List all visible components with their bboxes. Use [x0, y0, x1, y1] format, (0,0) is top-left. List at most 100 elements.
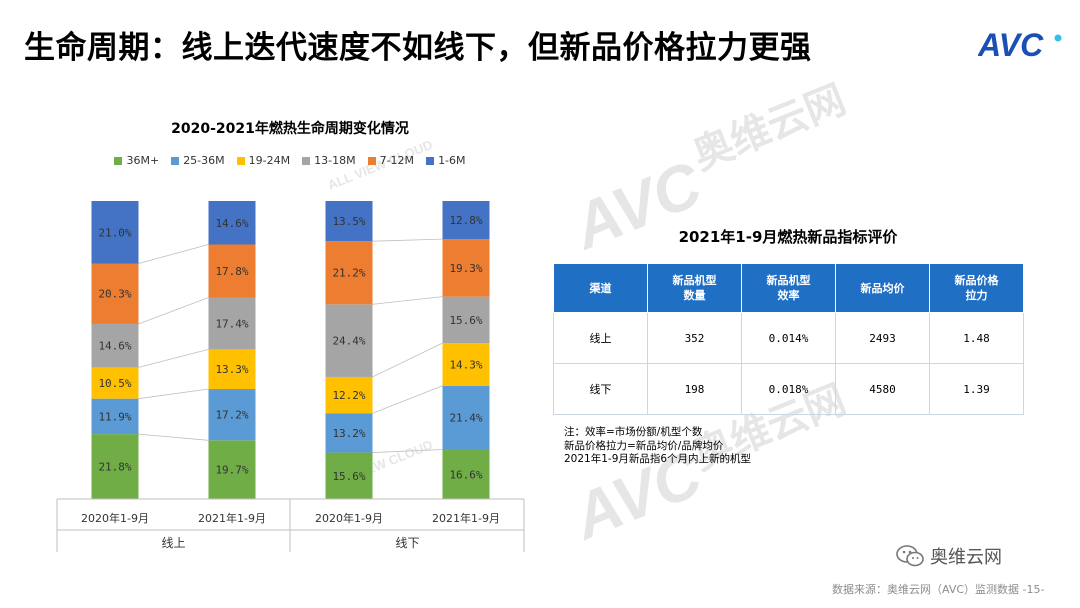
cell-avg-price: 4580	[835, 363, 930, 415]
legend-item: 25-36M	[171, 154, 225, 167]
connector-line	[138, 297, 209, 325]
cell-channel: 线下	[553, 363, 648, 415]
note-line: 注：效率=市场份额/机型个数	[564, 426, 703, 438]
data-label: 21.4%	[449, 412, 482, 425]
legend-label: 25-36M	[183, 154, 225, 167]
legend-item: 36M+	[114, 154, 159, 167]
cell-price-pull: 1.39	[929, 363, 1024, 415]
connector-line	[372, 296, 443, 305]
bar-segment	[208, 244, 256, 298]
header-model-efficiency: 新品机型 效率	[741, 263, 836, 313]
tick-label: 2020年1-9月	[81, 511, 149, 525]
bar-stack: 19.7% 17.2% 13.3% 17.4% 17.8% 14.6%	[208, 201, 256, 499]
connector-line	[138, 244, 209, 264]
bar-segment	[325, 452, 373, 499]
chart-legend: 36M+ 25-36M 19-24M 13-18M 7-12M 1-6M	[60, 154, 520, 167]
avc-logo: AVC	[978, 27, 1062, 62]
bar-segment	[208, 389, 256, 441]
bar-segment	[208, 201, 256, 245]
table-header-row: 渠道 新品机型 数量 新品机型 效率 新品均价 新品价格 拉力	[553, 263, 1024, 313]
bar-segment	[91, 398, 139, 435]
bar-segment	[442, 343, 490, 386]
legend-item: 13-18M	[302, 154, 356, 167]
data-label: 14.3%	[449, 358, 482, 371]
data-label: 12.8%	[449, 214, 482, 227]
legend-label: 13-18M	[314, 154, 356, 167]
connector-line	[372, 238, 443, 242]
tick-label: 2021年1-9月	[432, 511, 500, 525]
legend-item: 19-24M	[236, 154, 291, 167]
tick-label: 2021年1-9月	[198, 511, 266, 525]
data-label: 13.3%	[215, 363, 248, 376]
data-label: 21.0%	[98, 226, 131, 239]
connector-line	[372, 449, 443, 453]
logo-text: AVC	[978, 27, 1044, 62]
legend-swatch	[236, 156, 245, 165]
watermark-text-en-2: ALL VIEW CLOUD	[326, 437, 435, 493]
cell-model-efficiency: 0.014%	[741, 312, 836, 364]
header-model-count: 新品机型 数量	[647, 263, 742, 313]
tick-label: 2020年1-9月	[315, 511, 383, 525]
header-price-pull: 新品价格 拉力	[929, 263, 1024, 313]
bar-segment	[91, 367, 139, 399]
bar-segment	[325, 376, 373, 414]
table-notes: 注：效率=市场份额/机型个数 新品价格拉力=新品均价/品牌均价 2021年1-9…	[564, 426, 751, 467]
legend-label: 19-24M	[248, 154, 291, 167]
table-row: 线下 198 0.018% 4580 1.39	[553, 363, 1024, 415]
bar-segment	[91, 263, 139, 324]
header-avg-price: 新品均价	[835, 263, 930, 313]
table-title: 2021年1-9月燃热新品指标评价	[678, 228, 898, 246]
cell-price-pull: 1.48	[929, 312, 1024, 364]
chart-title: 2020-2021年燃热生命周期变化情况	[171, 121, 409, 137]
data-label: 14.6%	[215, 217, 248, 230]
legend-swatch	[114, 156, 123, 165]
data-label: 10.5%	[98, 377, 131, 390]
data-label: 17.2%	[215, 409, 248, 422]
data-label: 16.6%	[449, 468, 482, 481]
cell-model-efficiency: 0.018%	[741, 363, 836, 415]
data-label: 19.7%	[215, 464, 248, 477]
logo-dot	[1054, 34, 1062, 42]
cell-model-count: 352	[647, 312, 742, 364]
connector-line	[372, 385, 443, 414]
slide-title: 生命周期：线上迭代速度不如线下，但新品价格拉力更强	[24, 30, 812, 66]
connector-lines	[138, 238, 443, 453]
data-label: 12.2%	[332, 389, 365, 402]
data-label: 19.3%	[449, 262, 482, 275]
data-label: 14.6%	[98, 340, 131, 353]
bar-segment	[442, 449, 490, 499]
bar-segment	[91, 434, 139, 499]
footer-source: 数据来源：奥维云网（AVC）监测数据 -15-	[832, 583, 1045, 596]
bar-segment	[325, 201, 373, 242]
note-line: 新品价格拉力=新品均价/品牌均价	[564, 439, 724, 452]
data-label: 15.6%	[449, 314, 482, 327]
connector-line	[138, 433, 209, 441]
legend-label: 36M+	[126, 154, 160, 167]
bar-segment	[208, 297, 256, 350]
legend-item: 1-6M	[426, 154, 466, 167]
data-label: 15.6%	[332, 470, 365, 483]
wechat-label: 奥维云网	[930, 547, 1002, 568]
cell-channel: 线上	[553, 312, 648, 364]
wechat-icon	[896, 545, 924, 567]
bar-stack: 15.6% 13.2% 12.2% 24.4% 21.2% 13.5%	[325, 201, 373, 499]
data-label: 17.4%	[215, 317, 248, 330]
group-label: 线下	[395, 536, 419, 550]
bar-segment	[91, 201, 139, 264]
note-line: 2021年1-9月新品指6个月内上新的机型	[564, 453, 752, 465]
table-row: 线上 352 0.014% 2493 1.48	[553, 312, 1024, 364]
bar-segment	[91, 323, 139, 368]
bar-segment	[325, 304, 373, 377]
wechat-badge: 奥维云网	[896, 543, 1002, 569]
bar-segment	[442, 239, 490, 297]
watermark-text-cn: 奥维云网	[687, 78, 852, 179]
bar-stack: 21.8% 11.9% 10.5% 14.6% 20.3% 21.0%	[91, 201, 139, 499]
bar-segment	[325, 241, 373, 305]
cell-avg-price: 2493	[835, 312, 930, 364]
bar-segment	[208, 349, 256, 390]
data-label: 17.8%	[215, 265, 248, 278]
connector-line	[372, 342, 443, 378]
legend-label: 1-6M	[438, 154, 466, 167]
bar-segment	[208, 440, 256, 499]
